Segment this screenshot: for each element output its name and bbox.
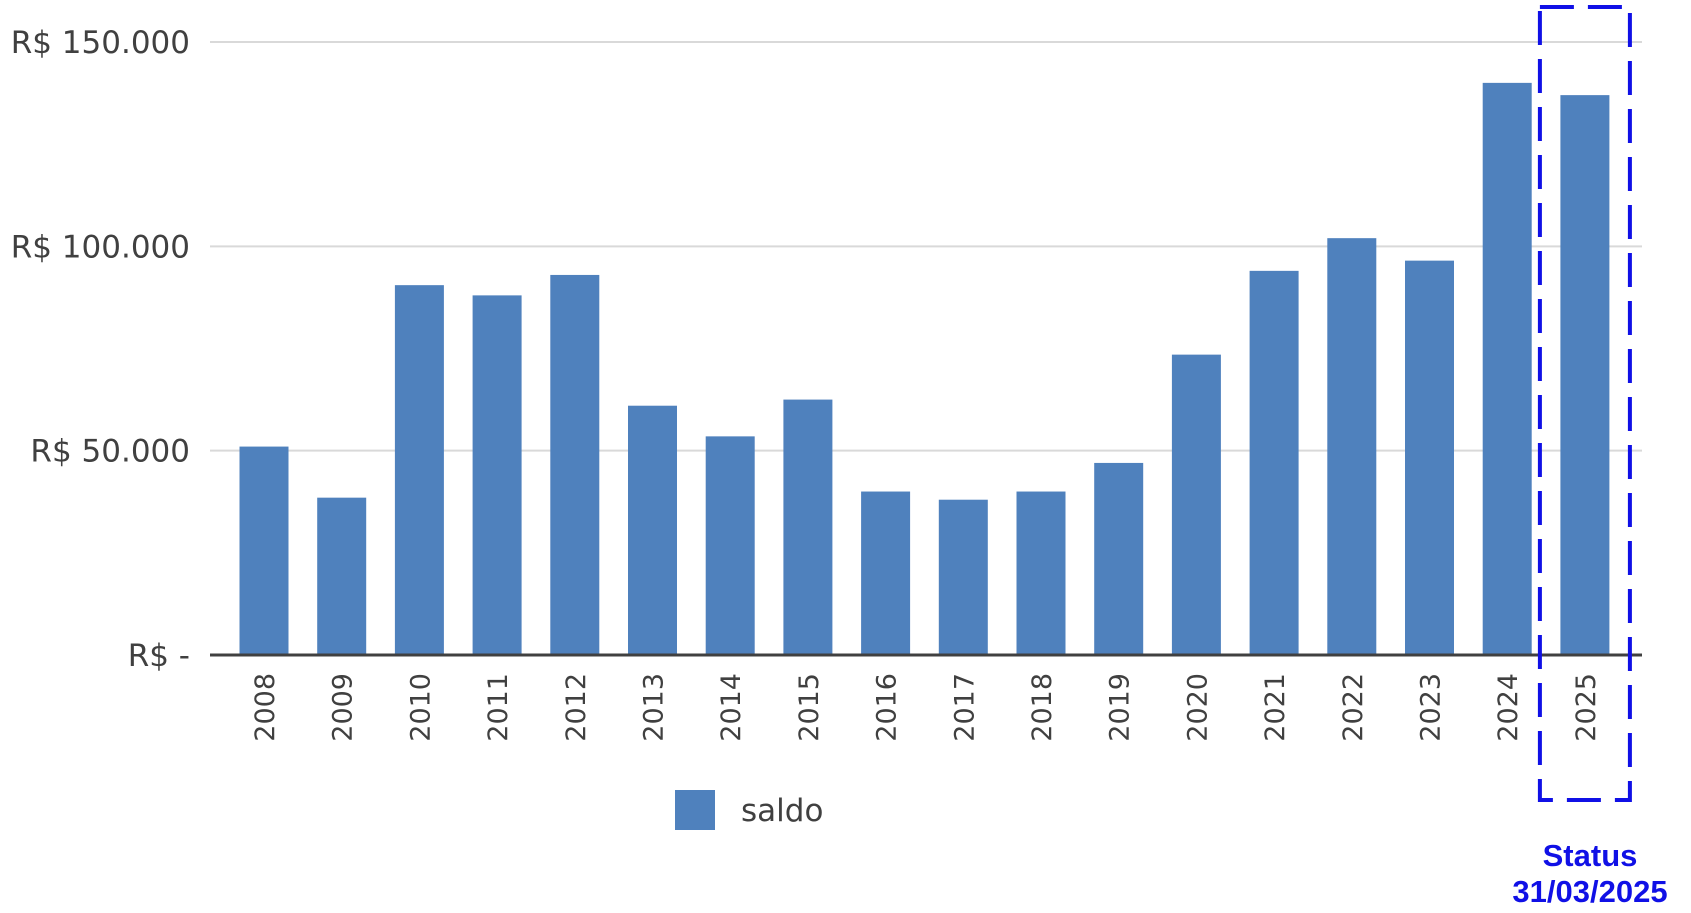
bar-2019 (1094, 462, 1144, 655)
x-tick-label: 2018 (1027, 673, 1058, 742)
x-tick-label: 2020 (1182, 673, 1213, 742)
y-tick-label: R$ 150.000 (11, 25, 190, 61)
y-tick-label: R$ 50.000 (30, 434, 190, 470)
status-annotation: Status 31/03/2025 (1512, 838, 1667, 909)
bar-2021 (1249, 270, 1299, 655)
x-tick-label: 2014 (716, 673, 747, 742)
x-tick-label: 2008 (250, 673, 281, 742)
bar-2023 (1405, 260, 1454, 655)
x-tick-label: 2012 (561, 673, 592, 742)
bar-2017 (938, 499, 988, 655)
bar-2022 (1327, 238, 1377, 655)
bar-2016 (861, 491, 911, 655)
x-tick-label: 2021 (1260, 673, 1291, 742)
bar-2024 (1482, 82, 1532, 655)
bar-2011 (472, 295, 522, 655)
bar-2025 (1560, 95, 1610, 656)
highlight-box-2025 (1537, 5, 1632, 802)
bar-2009 (317, 497, 367, 655)
bar-2015 (783, 399, 833, 655)
bar-2013 (628, 405, 677, 655)
bar-2012 (550, 274, 600, 655)
x-tick-label: 2013 (639, 673, 670, 742)
x-tick-label: 2019 (1105, 673, 1136, 742)
x-tick-label: 2015 (794, 673, 825, 742)
bar-2010 (394, 285, 444, 655)
y-tick-label: R$ 100.000 (11, 229, 190, 265)
status-label: Status (1543, 838, 1638, 873)
x-axis-tick-labels: 2008 2009 2010 2011 2012 2013 2014 2015 2016 2017… (250, 673, 1602, 742)
legend-label: saldo (741, 793, 823, 829)
bar-2018 (1016, 491, 1066, 655)
x-tick-label: 2025 (1571, 673, 1602, 742)
y-tick-label: R$ - (128, 638, 190, 674)
x-tick-label: 2016 (872, 673, 903, 742)
x-tick-label: 2009 (328, 673, 359, 742)
legend-swatch (675, 790, 715, 830)
y-axis-tick-labels: R$ - R$ 50.000 R$ 100.000 R$ 150.000 (11, 25, 190, 674)
x-tick-label: 2022 (1338, 673, 1369, 742)
gridlines (210, 41, 1642, 452)
bar-2008 (239, 446, 289, 655)
x-tick-label: 2010 (405, 673, 436, 742)
legend: saldo (675, 790, 823, 830)
x-tick-label: 2011 (483, 673, 514, 742)
bars (239, 82, 1610, 656)
x-tick-label: 2023 (1416, 673, 1447, 742)
x-tick-label: 2024 (1493, 673, 1524, 742)
bar-2014 (705, 436, 755, 655)
bar-2020 (1171, 354, 1221, 655)
status-date: 31/03/2025 (1512, 874, 1667, 909)
x-tick-label: 2017 (949, 673, 980, 742)
